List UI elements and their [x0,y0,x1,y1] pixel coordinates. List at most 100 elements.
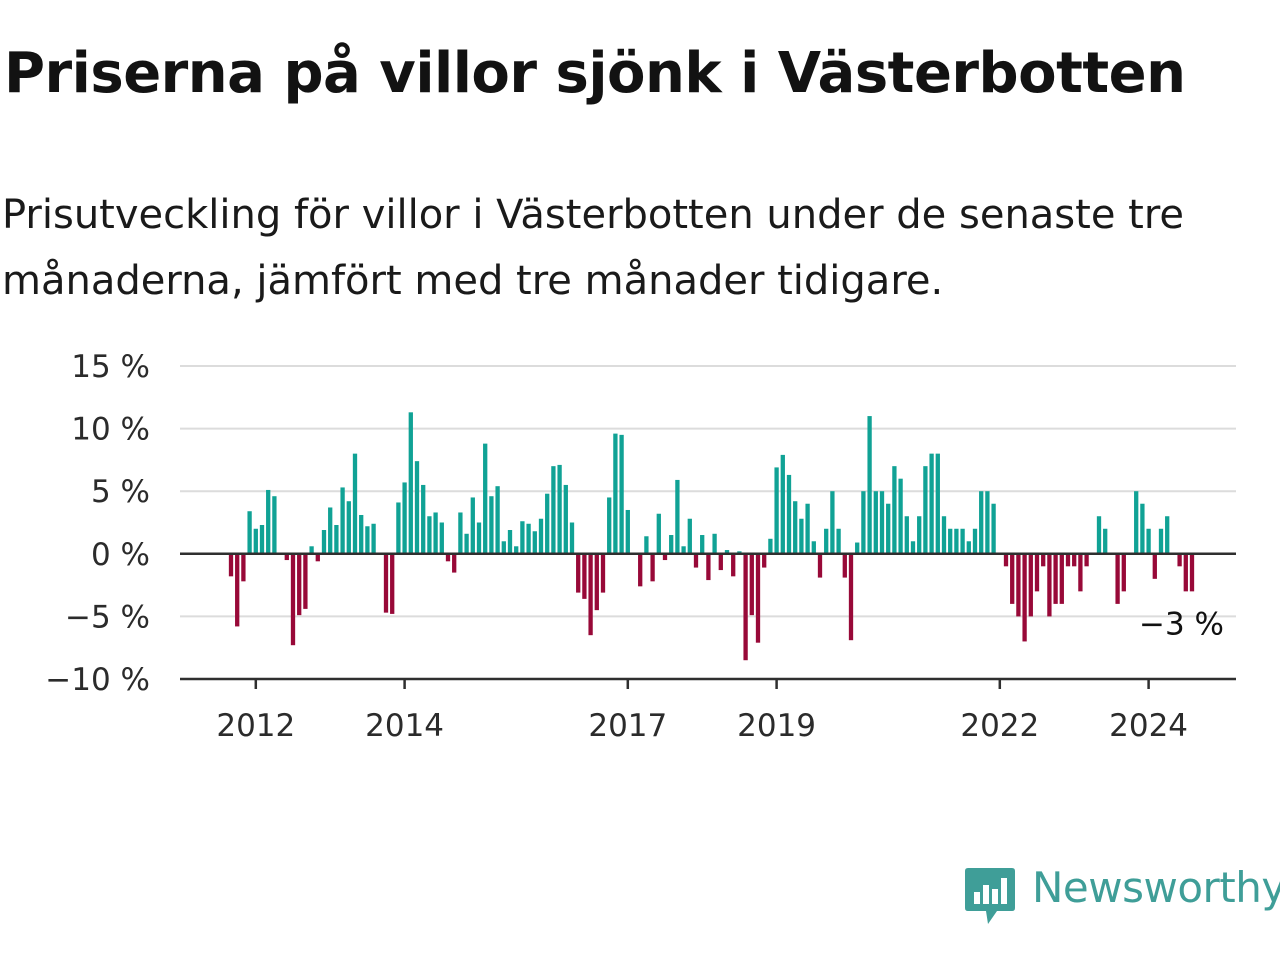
bar [507,530,513,554]
brand-name: Newsworthy [1032,863,1280,912]
bar [334,525,339,554]
bar [1047,553,1052,617]
bar [582,553,587,599]
bar [272,496,277,554]
bar [954,528,959,554]
bar [935,453,940,554]
bar [768,538,773,554]
bar [495,486,500,554]
bar [613,433,618,554]
bar [799,518,804,554]
bar [352,453,358,554]
bar [836,528,841,554]
bar [1059,553,1064,604]
bar [966,541,971,554]
bar [1084,553,1089,567]
bar [892,466,897,554]
bar [390,553,395,614]
bar [1065,553,1071,567]
bar [557,464,562,554]
bar [879,491,885,554]
bar [774,467,779,554]
bar [576,553,581,593]
bar [452,553,457,573]
bar [303,553,308,609]
bar [873,491,878,554]
bar [1183,553,1188,592]
bar [315,553,320,562]
bar [743,553,748,661]
bar [588,553,593,636]
bar-chart-speech-bubble-icon [965,868,1015,924]
bar [408,412,413,554]
bar [960,528,965,554]
bar [1072,553,1077,567]
bar [514,546,519,554]
bar [346,501,351,554]
bar [1016,553,1021,617]
bar [470,497,475,554]
bar [842,553,847,578]
bar [520,521,525,554]
bar [433,512,438,554]
bar [712,533,717,554]
bar [563,484,568,554]
bar [532,531,537,554]
bar [941,516,947,554]
bar [886,503,891,554]
bar [551,466,556,554]
bar [724,550,730,554]
bar [855,542,860,554]
bar [538,518,544,554]
bar [1078,553,1083,592]
bar [483,443,488,554]
bar [910,541,916,554]
bar [1146,528,1151,554]
bar [476,522,482,554]
bar [1103,528,1108,554]
bar [1041,553,1046,567]
bar [1158,528,1164,554]
axis-labels: 15 % 10 % 5 % 0 % −5 % −10 % 2012 2014 2017 2019 2… [45,349,1224,744]
bar [830,491,835,554]
bar [228,553,234,577]
y-tick-label: −10 % [45,662,150,698]
bar [650,553,655,582]
bar [1189,553,1195,592]
bar [1177,553,1182,567]
bar [675,479,680,554]
bar [1034,553,1040,592]
bar [365,526,370,554]
y-tick-label: 5 % [91,474,150,510]
bar [297,553,302,616]
last-value-label: −3 % [1139,606,1224,642]
bar [340,487,345,554]
bar [805,503,810,554]
bar [861,491,866,554]
bar [1053,553,1058,604]
bar [755,553,761,643]
bar [607,497,612,554]
bar [402,482,407,554]
bar [749,553,754,616]
bar [700,535,705,554]
bar [898,478,903,554]
bar [991,503,996,554]
bar [1152,553,1157,579]
bar [1121,553,1126,592]
bar [421,484,426,554]
bar [786,474,792,554]
bar [259,525,265,554]
bar [848,553,854,641]
bar [284,553,289,561]
bar [241,553,246,582]
bar [619,434,624,554]
bar [383,553,389,613]
x-tick-label: 2024 [1109,708,1188,744]
y-tick-label: 10 % [71,412,150,448]
bar [693,553,699,568]
bar [817,553,823,578]
bar [1140,503,1145,554]
x-tick-label: 2019 [737,708,816,744]
y-tick-label: 0 % [91,537,150,573]
